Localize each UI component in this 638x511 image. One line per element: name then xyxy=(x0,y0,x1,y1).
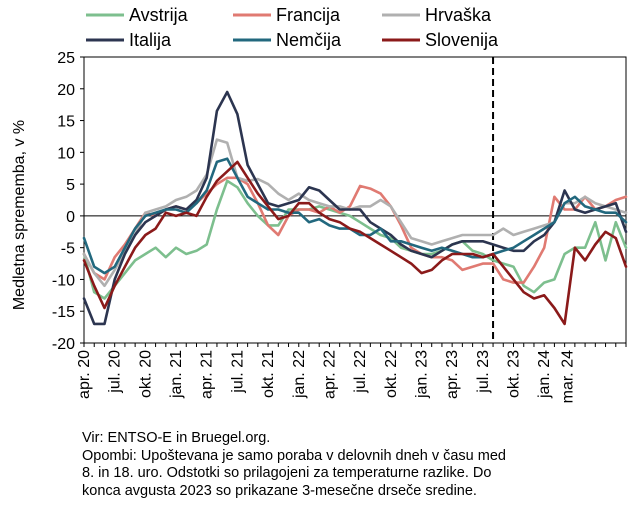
x-tick-label: okt. 22 xyxy=(383,350,400,398)
x-tick-label: apr. 20 xyxy=(76,350,93,399)
series-line-italija xyxy=(82,90,628,326)
y-tick-label: 20 xyxy=(57,82,75,99)
legend-label-francija: Francija xyxy=(276,5,341,25)
x-tick-label: jan. 22 xyxy=(291,350,308,399)
x-tick-label: jan. 21 xyxy=(168,350,185,399)
series-lines xyxy=(82,90,628,326)
x-tick-label: okt. 20 xyxy=(137,350,154,398)
plot-area-border xyxy=(83,56,627,344)
x-tick-label: apr. 23 xyxy=(444,350,461,399)
x-tick-label: jul. 21 xyxy=(229,350,246,394)
y-tick-label: -5 xyxy=(61,241,75,258)
y-tick-label: 15 xyxy=(57,114,75,131)
y-tick-label: 5 xyxy=(66,177,75,194)
legend-label-hrvaska: Hrvaška xyxy=(425,5,492,25)
x-axis-ticks: apr. 20 jul. 20 okt. 20 jan. 21 apr. 21 jul. … xyxy=(76,343,627,403)
legend-label-slovenija: Slovenija xyxy=(425,30,499,50)
y-tick-label: -15 xyxy=(52,304,75,321)
x-tick-label: apr. 21 xyxy=(199,350,216,399)
y-axis-label: Medletna sprememba, v % xyxy=(11,120,28,310)
note-line-1: Opombi: Upoštevana je samo poraba v delo… xyxy=(82,447,506,464)
x-tick-label: jan. 24 xyxy=(536,350,553,399)
y-tick-label: 10 xyxy=(57,145,75,162)
series-line-nemcija xyxy=(82,157,628,275)
x-tick-label: apr. 22 xyxy=(321,350,338,399)
x-tick-label: jan. 23 xyxy=(413,350,430,399)
y-tick-label: 0 xyxy=(66,209,75,226)
note-line-2: 8. in 18. uro. Odstotki so prilagojeni z… xyxy=(82,465,492,481)
x-tick-label: mar. 24 xyxy=(560,350,577,403)
y-tick-label: -20 xyxy=(52,336,75,353)
legend-label-avstrija: Avstrija xyxy=(129,5,189,25)
x-tick-label: jul. 20 xyxy=(107,350,124,394)
y-tick-label: -10 xyxy=(52,272,75,289)
series-line-slovenija xyxy=(82,160,628,326)
chart-legend: Avstrija Francija Hrvaška Italija Nemčija Slo… xyxy=(86,5,499,50)
y-tick-label: 25 xyxy=(57,50,75,67)
series-line-avstrija xyxy=(82,179,628,300)
legend-label-nemcija: Nemčija xyxy=(276,30,342,50)
x-tick-label: jul. 23 xyxy=(475,350,492,394)
line-chart: Avstrija Francija Hrvaška Italija Nemčija Slo… xyxy=(11,5,628,403)
source-note: Vir: ENTSO-E in Bruegel.org. xyxy=(82,430,271,446)
x-tick-label: jul. 22 xyxy=(352,350,369,394)
x-tick-label: okt. 23 xyxy=(506,350,523,398)
y-axis-ticks: -20 -15 -10 -5 0 5 10 15 20 25 xyxy=(52,50,84,353)
chart-notes: Vir: ENTSO-E in Bruegel.org. Opombi: Upo… xyxy=(82,430,632,500)
legend-label-italija: Italija xyxy=(129,30,172,50)
series-line-hrvaska xyxy=(82,138,628,288)
x-tick-label: okt. 21 xyxy=(260,350,277,398)
note-line-3: konca avgusta 2023 so prikazane 3-mesečn… xyxy=(82,482,477,499)
plot-frame xyxy=(83,56,627,344)
